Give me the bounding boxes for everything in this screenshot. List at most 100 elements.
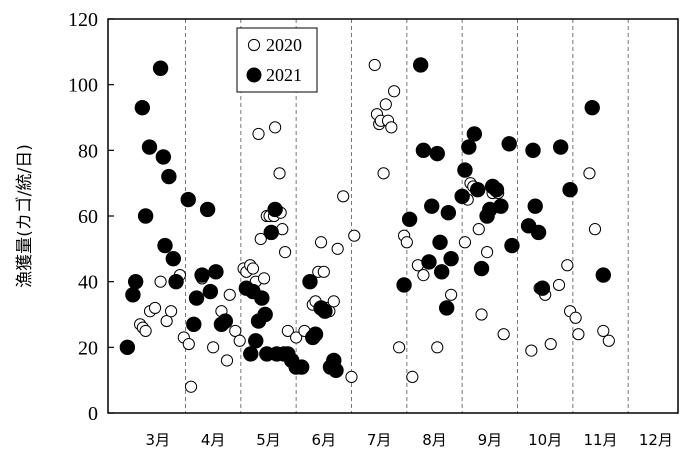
point-2021-12 [180, 191, 196, 208]
point-2020-90 [602, 334, 615, 347]
point-2020-45 [327, 295, 340, 308]
point-2021-47 [412, 57, 429, 73]
point-2021-69 [504, 237, 520, 254]
point-2021-26 [254, 290, 270, 306]
point-2021-13 [186, 316, 202, 333]
point-2021-3 [134, 99, 151, 116]
point-2020-47 [337, 190, 350, 203]
x-month-label-6: 8月 [422, 431, 447, 449]
point-2021-41 [317, 303, 333, 319]
x-month-label-7: 9月 [478, 431, 503, 449]
point-2020-25 [254, 232, 267, 246]
point-2020-58 [388, 85, 401, 98]
point-2021-27 [257, 306, 273, 323]
y-tick-label-80: 80 [78, 140, 98, 162]
y-tick-label-100: 100 [68, 75, 98, 97]
point-2021-56 [443, 250, 459, 267]
point-2021-58 [457, 162, 473, 178]
point-2021-29 [263, 224, 279, 241]
point-2020-87 [583, 167, 596, 180]
y-axis-ticks: 0 20 40 60 80 100 120 [68, 9, 114, 425]
point-2021-75 [552, 139, 569, 155]
point-2021-18 [208, 264, 224, 280]
point-2021-54 [438, 300, 455, 316]
point-2021-57 [454, 188, 470, 205]
point-2020-65 [431, 341, 444, 354]
point-2021-68 [501, 136, 517, 152]
point-2021-17 [202, 283, 219, 300]
point-2021-59 [461, 139, 477, 155]
point-2021-74 [534, 280, 551, 296]
point-2020-55 [379, 98, 392, 111]
point-2021-1 [125, 287, 141, 303]
point-2021-7 [155, 149, 172, 165]
y-tick-label-120: 120 [68, 9, 98, 31]
point-2020-48 [345, 370, 358, 383]
legend-marker-2021 [246, 67, 262, 83]
point-2020-81 [544, 337, 557, 351]
point-2021-36 [293, 359, 310, 375]
y-tick-label-20: 20 [78, 337, 98, 359]
point-2020-4 [148, 301, 162, 315]
point-2020-2 [139, 324, 152, 338]
y-axis-label: 漁獲量(カゴ/統/日) [14, 144, 35, 288]
point-2021-15 [194, 267, 210, 283]
point-2021-48 [415, 142, 432, 159]
point-2021-6 [152, 60, 169, 76]
point-2020-49 [348, 229, 361, 242]
point-2021-0 [119, 339, 136, 356]
point-2021-30 [267, 201, 283, 218]
point-2021-49 [421, 254, 437, 270]
point-2021-8 [157, 237, 173, 254]
point-2021-71 [525, 142, 541, 159]
point-2021-2 [127, 273, 144, 290]
point-2020-64 [417, 269, 430, 282]
point-2020-7 [164, 305, 178, 318]
point-2020-46 [331, 242, 344, 255]
point-2020-34 [278, 246, 292, 259]
point-2020-78 [525, 344, 538, 357]
point-2020-16 [223, 288, 236, 301]
x-month-label-3: 5月 [256, 431, 281, 449]
point-2020-61 [400, 236, 413, 249]
point-2021-39 [307, 326, 324, 342]
point-2021-24 [248, 333, 264, 349]
point-2020-30 [269, 121, 282, 134]
point-2021-77 [584, 99, 600, 116]
point-2021-73 [530, 224, 547, 241]
point-2020-42 [317, 265, 330, 278]
point-2020-10 [182, 337, 195, 351]
point-2021-14 [188, 290, 205, 306]
x-axis-month-labels: 3月 4月 5月 6月 7月 8月 9月 10月 11月 12月 [146, 431, 673, 449]
x-month-label-10: 12月 [639, 431, 673, 449]
point-2020-72 [475, 308, 488, 321]
point-2021-9 [161, 168, 177, 185]
x-month-label-5: 7月 [367, 431, 392, 449]
y-tick-label-40: 40 [78, 272, 98, 294]
point-2020-13 [207, 341, 220, 354]
point-2020-88 [588, 223, 602, 236]
point-2020-15 [220, 354, 234, 367]
point-2020-24 [252, 127, 265, 141]
x-month-label-8: 10月 [528, 431, 562, 449]
point-2021-16 [199, 201, 216, 218]
point-2020-31 [273, 167, 286, 180]
point-2020-82 [552, 278, 566, 292]
point-2020-73 [480, 246, 494, 259]
point-2020-18 [233, 334, 246, 347]
x-month-label-4: 6月 [312, 431, 337, 449]
point-2021-61 [469, 182, 486, 198]
point-2021-76 [562, 182, 578, 198]
point-2020-17 [229, 324, 242, 338]
point-2021-78 [595, 267, 611, 283]
y-tick-label-0: 0 [88, 403, 98, 425]
y-tick-label-60: 60 [78, 206, 98, 228]
point-2020-36 [290, 331, 303, 344]
point-2021-72 [527, 198, 543, 214]
legend-marker-2020 [247, 38, 261, 52]
x-month-label-1: 3月 [146, 431, 171, 449]
point-2020-59 [392, 341, 406, 354]
point-2021-51 [429, 145, 445, 162]
point-2020-26 [257, 272, 271, 285]
